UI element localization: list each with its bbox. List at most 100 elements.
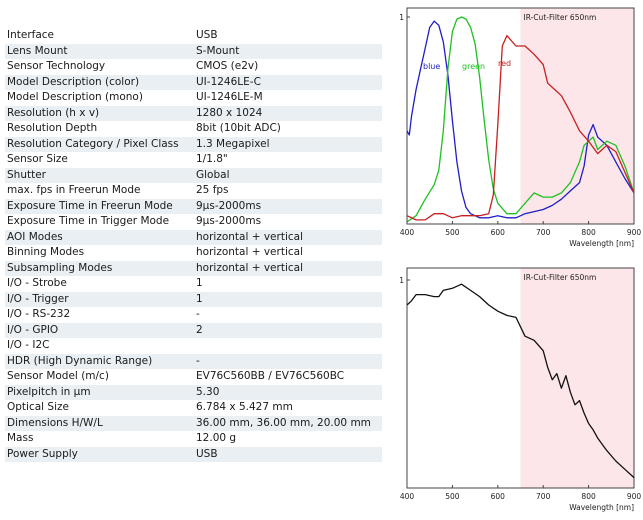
spec-value: 1.3 Megapixel (196, 136, 382, 152)
x-tick-label: 500 (445, 228, 460, 237)
spec-row: Lens Mount S-Mount (5, 43, 382, 59)
spec-value: 5.30 (196, 384, 382, 400)
series-label-red: red (498, 59, 511, 68)
spec-value (196, 338, 382, 354)
spec-row: Subsampling Modes horizontal + vertical (5, 260, 382, 276)
spec-value: horizontal + vertical (196, 245, 382, 261)
spec-value: UI-1246LE-C (196, 74, 382, 90)
spec-value: 1/1.8" (196, 152, 382, 168)
spec-label: Subsampling Modes (5, 260, 196, 276)
chart-0: IR-Cut-Filter 650nm blue green red 400 500 600… (399, 7, 642, 248)
spec-value: horizontal + vertical (196, 229, 382, 245)
series-label-blue: blue (423, 62, 440, 71)
spec-value: 36.00 mm, 36.00 mm, 20.00 mm (196, 415, 382, 431)
spec-label: Pixelpitch in µm (5, 384, 196, 400)
spec-label: Shutter (5, 167, 196, 183)
spec-value: 25 fps (196, 183, 382, 199)
x-tick-label: 800 (581, 492, 596, 501)
x-tick-label: 400 (400, 228, 415, 237)
ir-cut-label: IR-Cut-Filter 650nm (524, 273, 597, 282)
spec-value: EV76C560BB / EV76C560BC (196, 369, 382, 385)
spec-label: I/O - GPIO (5, 322, 196, 338)
x-tick-label: 900 (627, 228, 642, 237)
spec-label: Resolution (h x v) (5, 105, 196, 121)
spec-row: I/O - RS-232- (5, 307, 382, 323)
spec-label: Optical Size (5, 400, 196, 416)
spec-row: HDR (High Dynamic Range) - (5, 353, 382, 369)
spec-row: Dimensions H/W/L 36.00 mm, 36.00 mm, 20.0… (5, 415, 382, 431)
spec-row: Model Description (mono) UI-1246LE-M (5, 90, 382, 106)
y-tick-label: 1 (399, 276, 404, 285)
x-tick-label: 700 (536, 492, 551, 501)
spec-value: 9µs-2000ms (196, 214, 382, 230)
series-line-0 (406, 283, 635, 479)
spec-row: I/O - GPIO 2 (5, 322, 382, 338)
spec-value: 9µs-2000ms (196, 198, 382, 214)
spec-value: USB (196, 28, 382, 44)
spec-row: Shutter Global (5, 167, 382, 183)
x-tick-label: 700 (536, 228, 551, 237)
spec-value: USB (196, 446, 382, 462)
spec-row: Optical Size 6.784 x 5.427 mm (5, 400, 382, 416)
spec-label: Resolution Depth (5, 121, 196, 137)
spec-value: UI-1246LE-M (196, 90, 382, 106)
spec-row: AOI Modes horizontal + vertical (5, 229, 382, 245)
spec-label: Sensor Technology (5, 59, 196, 75)
series-label-green: green (462, 62, 485, 71)
y-tick-label: 1 (399, 13, 404, 22)
spec-label: Model Description (color) (5, 74, 196, 90)
x-tick-label: 800 (581, 228, 596, 237)
spec-row: I/O - Trigger 1 (5, 291, 382, 307)
spec-value: 2 (196, 322, 382, 338)
spec-row: Binning Modes horizontal + vertical (5, 245, 382, 261)
spec-label: Mass (5, 431, 196, 447)
spec-label: Model Description (mono) (5, 90, 196, 106)
spec-row: I/O - I2C (5, 338, 382, 354)
spec-value: 12.00 g (196, 431, 382, 447)
spec-row: Resolution Depth 8bit (10bit ADC) (5, 121, 382, 137)
spec-value: 6.784 x 5.427 mm (196, 400, 382, 416)
spec-row: Model Description (color) UI-1246LE-C (5, 74, 382, 90)
spec-row: Interface USB (5, 28, 382, 44)
spec-row: Exposure Time in Trigger Mode 9µs-2000ms (5, 214, 382, 230)
ir-cut-region (520, 268, 634, 488)
x-tick-label: 500 (445, 492, 460, 501)
spec-label: I/O - Strobe (5, 276, 196, 292)
spec-label: I/O - Trigger (5, 291, 196, 307)
plot-frame (406, 267, 635, 489)
spec-label: Exposure Time in Freerun Mode (5, 198, 196, 214)
spec-label: I/O - RS-232 (5, 307, 196, 323)
spec-label: Binning Modes (5, 245, 196, 261)
plot-frame (406, 7, 635, 225)
spec-label: Sensor Model (m/c) (5, 369, 196, 385)
ir-cut-region (520, 8, 634, 224)
spec-value: 1280 x 1024 (196, 105, 382, 121)
spec-value: - (196, 353, 382, 369)
spec-label: max. fps in Freerun Mode (5, 183, 196, 199)
spec-label: Sensor Size (5, 152, 196, 168)
spec-row: Resolution Category / Pixel Class 1.3 Meg… (5, 136, 382, 152)
spec-row: Pixelpitch in µm 5.30 (5, 384, 382, 400)
spec-row: max. fps in Freerun Mode 25 fps (5, 183, 382, 199)
spec-row: Resolution (h x v) 1280 x 1024 (5, 105, 382, 121)
spec-value: 8bit (10bit ADC) (196, 121, 382, 137)
spec-row: Sensor Model (m/c) EV76C560BB / EV76C560B… (5, 369, 382, 385)
chart-1: IR-Cut-Filter 650nm 400 500 600 700 800 900 1 Wa… (399, 267, 641, 512)
spec-value: 1 (196, 291, 382, 307)
spec-row: Power Supply USB (5, 446, 382, 462)
spec-label: AOI Modes (5, 229, 196, 245)
spec-label: Exposure Time in Trigger Mode (5, 214, 196, 230)
spec-table: Interface USB Lens Mount S-Mount Sensor Tech… (5, 28, 382, 462)
spec-label: Lens Mount (5, 43, 196, 59)
spec-label: Resolution Category / Pixel Class (5, 136, 196, 152)
spec-label: HDR (High Dynamic Range) (5, 353, 196, 369)
spec-label: Power Supply (5, 446, 196, 462)
spec-row: Mass 12.00 g (5, 431, 382, 447)
x-tick-label: 600 (491, 492, 506, 501)
x-tick-label: 400 (400, 492, 415, 501)
spec-value: Global (196, 167, 382, 183)
spec-value: S-Mount (196, 43, 382, 59)
spec-value: - (196, 307, 382, 323)
spec-row: Sensor Technology CMOS (e2v) (5, 59, 382, 75)
